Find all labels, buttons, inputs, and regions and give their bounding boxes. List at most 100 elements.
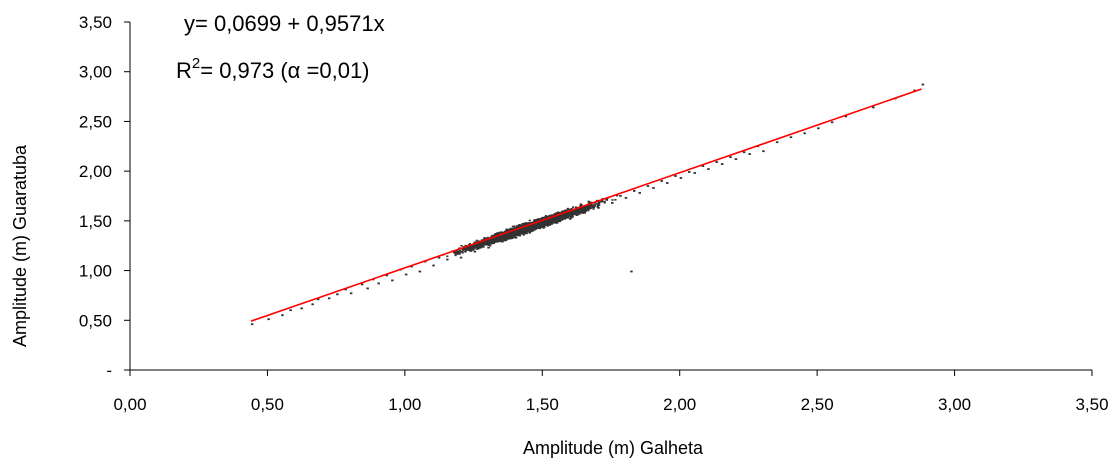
scatter-point (485, 237, 488, 240)
scatter-point (528, 219, 531, 222)
scatter-point (537, 218, 541, 220)
scatter-point (457, 252, 460, 255)
scatter-point (518, 234, 521, 236)
scatter-point (499, 239, 502, 242)
scatter-point (542, 224, 545, 227)
scatter-point (614, 199, 617, 201)
scatter-point (531, 229, 534, 232)
scatter-point (513, 230, 516, 233)
scatter-point (581, 208, 584, 211)
scatter-point (594, 202, 597, 204)
scatter-point (549, 220, 552, 223)
scatter-point (516, 233, 519, 235)
scatter-point (562, 216, 565, 219)
scatter-point (533, 220, 536, 222)
scatter-point (478, 244, 481, 247)
scatter-point (566, 209, 569, 211)
scatter-point (498, 231, 502, 234)
scatter-point (598, 202, 601, 205)
scatter-point (511, 225, 514, 228)
scatter-point (601, 200, 604, 203)
scatter-point (580, 211, 583, 214)
scatter-point (575, 212, 578, 214)
scatter-point (581, 209, 584, 212)
scatter-point (487, 243, 490, 245)
scatter-point (575, 214, 578, 216)
scatter-point (489, 244, 492, 247)
scatter-point (580, 206, 583, 209)
scatter-point (505, 237, 508, 239)
scatter-point (499, 235, 503, 237)
scatter-point (529, 225, 532, 228)
scatter-point (477, 240, 480, 242)
scatter-point (533, 225, 536, 227)
scatter-point (473, 247, 476, 249)
scatter-point (541, 218, 544, 220)
scatter-point (515, 234, 518, 237)
scatter-point (555, 220, 558, 222)
scatter-point (487, 241, 490, 243)
scatter-point (587, 207, 590, 209)
scatter-point (486, 236, 489, 239)
scatter-point (494, 240, 497, 243)
scatter-point (500, 232, 503, 235)
scatter-point (559, 214, 562, 216)
scatter-point (458, 253, 461, 255)
scatter-point (603, 201, 606, 204)
scatter-point (603, 200, 606, 203)
scatter-point (574, 206, 578, 209)
scatter-point (465, 248, 468, 250)
scatter-point (513, 228, 516, 230)
scatter-point (593, 205, 596, 207)
scatter-point (571, 216, 574, 218)
scatter-point (475, 239, 478, 242)
scatter-point (506, 233, 509, 235)
scatter-point (517, 224, 521, 227)
scatter-point (525, 228, 528, 231)
scatter-point (454, 254, 457, 257)
scatter-point (528, 225, 531, 228)
scatter-point (616, 194, 619, 197)
scatter-point (580, 204, 583, 206)
scatter-point (533, 226, 536, 229)
scatter-point (592, 208, 595, 210)
scatter-point (464, 249, 468, 252)
scatter-point (611, 199, 614, 201)
scatter-point (459, 249, 462, 252)
scatter-point (501, 238, 505, 241)
scatter-point (539, 218, 542, 220)
scatter-point (587, 206, 590, 208)
scatter-point (466, 248, 469, 251)
scatter-point (493, 234, 496, 236)
scatter-point (483, 237, 486, 239)
scatter-point (562, 210, 566, 212)
scatter-point (573, 213, 576, 215)
scatter-point (586, 208, 589, 210)
scatter-point (560, 210, 564, 213)
scatter-point (590, 204, 593, 206)
scatter-point (522, 234, 525, 236)
scatter-point (474, 241, 477, 244)
scatter-point (475, 248, 478, 250)
scatter-point (446, 255, 449, 258)
scatter-point (572, 206, 575, 208)
scatter-point (496, 232, 499, 234)
scatter-point (472, 245, 475, 247)
scatter-point (482, 238, 486, 241)
scatter-point (459, 251, 462, 254)
scatter-point (516, 234, 519, 237)
scatter-point (550, 222, 553, 225)
scatter-point (586, 205, 589, 207)
scatter-point (479, 246, 482, 249)
scatter-point (490, 235, 493, 238)
scatter-point (589, 205, 592, 208)
scatter-point (566, 207, 569, 210)
scatter-point (579, 203, 582, 205)
scatter-point (512, 233, 515, 235)
scatter-point (460, 250, 463, 253)
scatter-point (495, 233, 498, 236)
scatter-point (514, 232, 518, 235)
scatter-point (480, 243, 483, 246)
scatter-point (569, 218, 572, 220)
